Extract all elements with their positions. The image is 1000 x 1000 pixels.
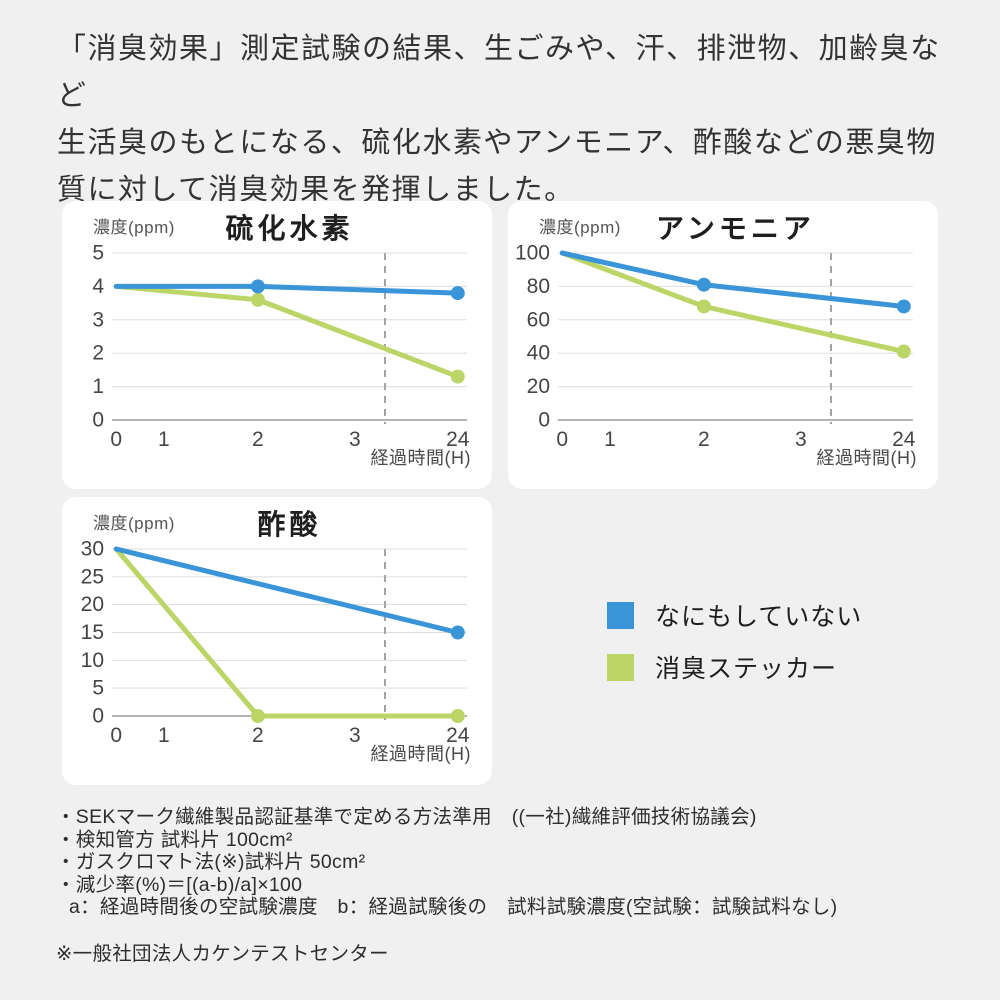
- legend-swatch-blue: [607, 601, 634, 629]
- svg-text:経過時間(H): 経過時間(H): [371, 744, 472, 764]
- legend-item-deodorant-sticker: 消臭ステッカー: [607, 653, 862, 683]
- svg-text:24: 24: [446, 724, 470, 747]
- legend-item-untreated: なにもしていない: [607, 601, 862, 631]
- chart-card-hydrogen-sulfide: 濃度(ppm) 硫化水素 0 1 2 3 4 5 0 1 2 3 24 経過時間(H): [62, 201, 492, 489]
- y-axis-label: 濃度(ppm): [539, 218, 621, 237]
- svg-text:25: 25: [81, 565, 104, 588]
- svg-text:1: 1: [604, 428, 616, 451]
- svg-text:24: 24: [892, 428, 916, 451]
- svg-text:2: 2: [92, 342, 104, 365]
- svg-text:0: 0: [92, 705, 104, 728]
- svg-text:4: 4: [92, 275, 104, 298]
- intro-text-line-2: 生活臭のもとになる、硫化水素やアンモニア、酢酸などの悪臭物: [57, 127, 937, 159]
- svg-text:20: 20: [81, 593, 104, 616]
- footnote-line: ・検知管方 試料片 100cm²: [56, 828, 293, 851]
- footnote-line: a：経過時間後の空試験濃度 b：経過試験後の 試料試験濃度(空試験：試験試料なし…: [69, 896, 838, 919]
- y-axis-label: 濃度(ppm): [93, 514, 175, 533]
- svg-text:20: 20: [527, 375, 550, 398]
- svg-text:2: 2: [252, 428, 264, 451]
- intro-text: 「消臭効果」測定試験の結果、生ごみや、汗、排泄物、加齢臭など 生活臭のもとになる…: [57, 26, 957, 214]
- footnote-source: ※一般社団法人カケンテストセンター: [56, 942, 389, 965]
- y-axis-label: 濃度(ppm): [93, 218, 175, 237]
- svg-text:2: 2: [698, 428, 710, 451]
- legend-label-untreated: なにもしていない: [655, 603, 863, 631]
- chart-card-ammonia: 濃度(ppm) アンモニア 0 20 40 60 80 100 0 1 2 3 24 経過時間(H): [508, 201, 938, 489]
- intro-text-line-3: 質に対して消臭効果を発揮しました。: [57, 174, 575, 206]
- svg-text:40: 40: [527, 342, 550, 365]
- svg-text:3: 3: [349, 724, 361, 747]
- svg-text:5: 5: [92, 677, 104, 700]
- svg-text:60: 60: [527, 308, 550, 331]
- footnote-line: ・SEKマーク繊維製品認証基準で定める方法準用 ((一社)繊維評価技術協議会): [56, 806, 757, 828]
- svg-text:80: 80: [527, 275, 550, 298]
- legend-label-deodorant-sticker: 消臭ステッカー: [655, 655, 838, 683]
- footnote-line: ・ガスクロマト法(※)試料片 50cm²: [56, 851, 366, 874]
- svg-text:0: 0: [110, 428, 122, 451]
- legend-swatch-green: [607, 653, 634, 681]
- svg-text:0: 0: [538, 409, 550, 432]
- svg-text:30: 30: [81, 538, 104, 561]
- svg-text:5: 5: [92, 242, 104, 265]
- svg-text:1: 1: [92, 375, 104, 398]
- svg-text:経過時間(H): 経過時間(H): [817, 448, 918, 468]
- chart-title-ammonia: アンモニア: [656, 213, 815, 244]
- chart-title-hydrogen-sulfide: 硫化水素: [225, 213, 354, 244]
- svg-text:15: 15: [81, 621, 104, 644]
- chart-card-acetic-acid: 濃度(ppm) 酢酸 0 5 10 15 20 25 30 0 1 2 3 24 経過時間(H): [62, 497, 492, 785]
- svg-text:10: 10: [81, 649, 104, 672]
- svg-text:3: 3: [795, 428, 807, 451]
- intro-text-line-1: 「消臭効果」測定試験の結果、生ごみや、汗、排泄物、加齢臭など: [57, 33, 941, 112]
- svg-text:2: 2: [252, 724, 264, 747]
- svg-text:0: 0: [110, 724, 122, 747]
- svg-text:3: 3: [349, 428, 361, 451]
- svg-text:0: 0: [556, 428, 568, 451]
- legend: なにもしていない 消臭ステッカー: [607, 601, 862, 705]
- svg-text:3: 3: [92, 308, 104, 331]
- footnote-line: ・減少率(%)＝[(a-b)/a]×100: [56, 873, 303, 896]
- chart-title-acetic-acid: 酢酸: [257, 509, 322, 540]
- svg-text:1: 1: [158, 724, 170, 747]
- svg-text:0: 0: [92, 409, 104, 432]
- svg-text:経過時間(H): 経過時間(H): [371, 448, 472, 468]
- svg-text:24: 24: [446, 428, 470, 451]
- svg-text:100: 100: [515, 242, 550, 265]
- footnotes: ・SEKマーク繊維製品認証基準で定める方法準用 ((一社)繊維評価技術協議会) …: [56, 806, 956, 966]
- svg-text:1: 1: [158, 428, 170, 451]
